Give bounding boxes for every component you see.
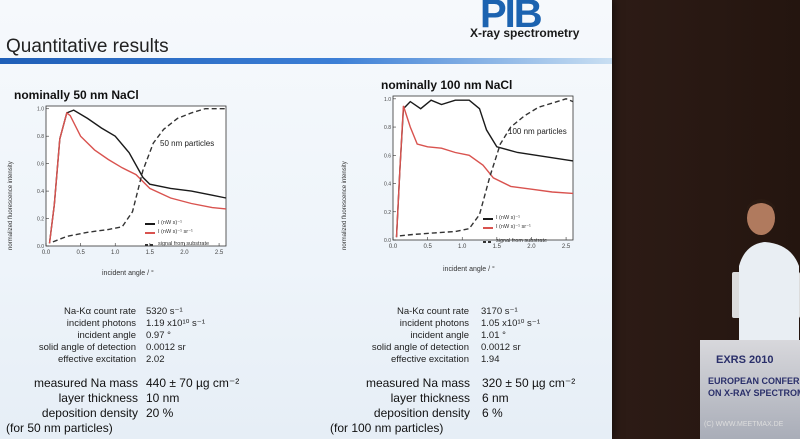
left-measure-value-1: 440 ± 70 µg cm⁻²	[146, 376, 240, 390]
left-annotation: 50 nm particles	[160, 139, 215, 148]
right-measure-label-3: deposition density	[373, 406, 470, 420]
right-chart-x-tick-label: 2.5	[562, 244, 571, 250]
right-measure-value-1: 320 ± 50 µg cm⁻²	[482, 376, 576, 390]
right-stat-value-4: 0.0012 sr	[481, 342, 521, 353]
right-stat-value-1: 3170 s⁻¹	[481, 306, 518, 317]
right-stat-value-2: 1.05 x10¹⁰ s⁻¹	[481, 318, 540, 329]
right-chart-y-tick-label: 0.8	[384, 125, 391, 131]
pib-logo: PIB	[480, 0, 543, 36]
right-legend-3: signal from substrate	[496, 238, 548, 244]
right-legend-swatch-3	[483, 241, 493, 243]
right-panel-title: nominally 100 nm NaCl	[381, 78, 513, 92]
right-chart-y-tick-label: 1.0	[384, 97, 391, 103]
left-chart-y-tick-label: 1.0	[37, 107, 44, 113]
right-measure-value-2: 6 nm	[482, 391, 509, 405]
right-stat-label-2: incident photons	[399, 318, 469, 329]
slide-title: Quantitative results	[6, 36, 169, 57]
right-legend-swatch-2	[483, 227, 493, 229]
left-chart: 0.0 0.5 1.0 1.5 2.0 2.5 0.0 0.2 0.4 0.6 0.8 1.0	[37, 105, 227, 256]
left-chart-y-tick-label: 0.2	[37, 217, 44, 223]
right-chart-y-tick-label: 0.0	[384, 238, 391, 244]
right-y-axis-label: normalized fluorescence intensity	[342, 161, 348, 250]
left-stat-label-2: incident photons	[66, 318, 136, 329]
right-stat-label-5: effective excitation	[391, 354, 469, 365]
left-stat-value-4: 0.0012 sr	[146, 342, 186, 353]
left-legend-3: signal from substrate	[158, 241, 210, 247]
presentation-slide: PIB X-ray spectrometry Quantitative resu…	[0, 0, 612, 439]
left-chart-series-line-3	[52, 107, 226, 243]
left-chart-y-tick-label: 0.8	[37, 134, 44, 140]
right-footnote: (for 100 nm particles)	[330, 421, 444, 435]
left-measure-value-2: 10 nm	[146, 391, 180, 405]
left-measure-value-3: 20 %	[146, 406, 174, 420]
right-chart: 0.0 0.5 1.0 1.5 2.0 2.5 0.0 0.2 0.4 0.6 0.8 1.0	[384, 95, 574, 250]
podium-text-line-2: ON X-RAY SPECTROM	[708, 388, 800, 398]
left-stat-value-3: 0.97 °	[146, 330, 171, 341]
watermark: (C) WWW.MEETMAX.DE	[704, 421, 784, 428]
right-chart-series-line-2	[395, 105, 574, 238]
left-measure-label-3: deposition density	[41, 406, 138, 420]
left-chart-x-tick-label: 2.0	[180, 250, 189, 256]
left-legend-swatch-2	[145, 232, 155, 234]
right-x-axis-label: incident angle / °	[443, 266, 495, 273]
right-chart-x-tick-label: 1.5	[493, 244, 502, 250]
podium-text-line-1: EUROPEAN CONFER	[708, 376, 800, 386]
left-stat-label-5: effective excitation	[58, 354, 136, 365]
right-legend-2: I (nW s)⁻¹ sr⁻¹	[496, 224, 531, 230]
speaker-person	[739, 199, 799, 346]
left-chart-series-line-2	[48, 111, 227, 244]
left-chart-plot-area	[45, 105, 227, 247]
left-footnote: (for 50 nm particles)	[6, 421, 113, 435]
right-measure-value-3: 6 %	[482, 406, 503, 420]
left-chart-x-tick-label: 2.5	[215, 250, 224, 256]
right-legend-1: I (nW s)⁻¹	[496, 215, 520, 221]
right-stat-label-1: Na-Kα count rate	[396, 306, 469, 317]
right-chart-x-tick-label: 0.5	[423, 244, 432, 250]
left-measure-label-1: measured Na mass	[33, 376, 138, 390]
left-chart-y-tick-label: 0.0	[37, 244, 44, 250]
right-stat-label-4: solid angle of detection	[371, 342, 469, 353]
right-chart-x-tick-label: 1.0	[458, 244, 467, 250]
left-panel-title: nominally 50 nm NaCl	[14, 88, 139, 102]
right-stat-label-3: incident angle	[410, 330, 469, 341]
left-legend-2: I (nW s)⁻¹ sr⁻¹	[158, 229, 193, 235]
left-legend-swatch-1	[145, 223, 155, 225]
logo-subtitle: X-ray spectrometry	[470, 26, 580, 40]
right-chart-y-tick-label: 0.2	[384, 210, 391, 216]
right-chart-x-tick-label: 0.0	[389, 244, 398, 250]
right-annotation: 100 nm particles	[508, 127, 567, 136]
right-chart-series-line-1	[395, 99, 574, 238]
title-underline-bar	[0, 58, 612, 64]
right-chart-y-tick-label: 0.4	[384, 182, 391, 188]
left-chart-x-tick-label: 1.0	[111, 250, 120, 256]
left-legend-swatch-3	[145, 244, 155, 246]
right-chart-y-tick-label: 0.6	[384, 153, 391, 159]
right-chart-series-line-3	[399, 98, 574, 237]
right-measure-label-2: layer thickness	[390, 391, 470, 405]
left-chart-y-tick-label: 0.4	[37, 189, 44, 195]
right-chart-x-tick-label: 2.0	[527, 244, 536, 250]
left-chart-x-tick-label: 0.0	[42, 250, 51, 256]
left-stat-value-2: 1.19 x10¹⁰ s⁻¹	[146, 318, 205, 329]
left-stat-label-4: solid angle of detection	[38, 342, 136, 353]
left-y-axis-label: normalized fluorescence intensity	[8, 161, 14, 250]
podium: EXRS 2010 EUROPEAN CONFER ON X-RAY SPECT…	[700, 340, 800, 439]
right-measure-label-1: measured Na mass	[365, 376, 470, 390]
left-stat-label-3: incident angle	[77, 330, 136, 341]
left-stat-label-1: Na-Kα count rate	[63, 306, 136, 317]
left-chart-x-tick-label: 0.5	[76, 250, 85, 256]
right-legend-swatch-1	[483, 218, 493, 220]
right-stat-value-3: 1.01 °	[481, 330, 506, 341]
left-stat-value-1: 5320 s⁻¹	[146, 306, 183, 317]
left-stat-value-5: 2.02	[146, 354, 165, 365]
right-stat-value-5: 1.94	[481, 354, 500, 365]
podium-event-logo: EXRS 2010	[716, 354, 774, 366]
left-chart-y-tick-label: 0.6	[37, 162, 44, 168]
left-chart-x-tick-label: 1.5	[146, 250, 155, 256]
left-x-axis-label: incident angle / °	[102, 270, 154, 277]
left-measure-label-2: layer thickness	[58, 391, 138, 405]
left-legend-1: I (nW s)⁻¹	[158, 220, 182, 226]
